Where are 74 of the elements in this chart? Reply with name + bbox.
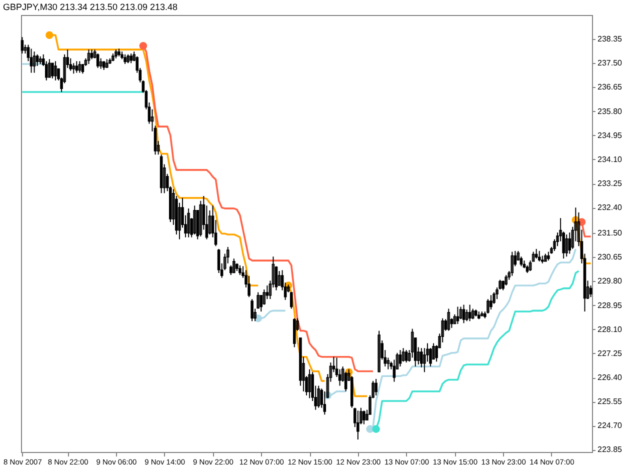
candlestick (78, 60, 82, 74)
candlestick (130, 53, 132, 64)
candlestick (510, 251, 514, 276)
point (139, 42, 148, 50)
point (46, 31, 54, 39)
y-tick-label: 236.65 (598, 82, 623, 92)
candlestick (178, 202, 181, 240)
y-tick-label: 223.85 (598, 445, 623, 454)
y-tick-label: 234.10 (598, 154, 623, 164)
candlestick (420, 348, 423, 368)
candlestick (410, 328, 414, 358)
candlestick (199, 200, 202, 237)
y-tick-label: 235.80 (598, 106, 623, 116)
candlestick (75, 60, 78, 74)
y-tick-label: 237.50 (598, 58, 623, 68)
candlestick (232, 258, 236, 274)
candlestick (544, 253, 547, 262)
candlestick (462, 304, 466, 324)
candlestick (48, 58, 51, 78)
candlestick (378, 330, 380, 373)
y-tick-label: 238.35 (598, 34, 623, 44)
candlestick (404, 350, 408, 364)
y-tick-label: 234.95 (598, 130, 623, 140)
candlestick (565, 234, 568, 258)
candlestick (54, 60, 57, 81)
y-tick-label: 228.10 (598, 324, 623, 334)
candlestick (374, 378, 378, 396)
candlestick (456, 306, 460, 324)
candlestick (32, 51, 36, 74)
candlestick (20, 36, 24, 54)
candlestick (187, 208, 190, 238)
candlestick (30, 48, 33, 74)
candlestick (278, 270, 281, 286)
candlestick (96, 53, 100, 68)
y-tick-label: 228.95 (598, 300, 623, 310)
candlestick (538, 250, 541, 262)
chart-title: GBPJPY,M30 213.34 213.50 213.09 213.48 (3, 2, 178, 12)
candlestick (486, 298, 490, 314)
candlestick (459, 306, 462, 320)
y-tick-label: 227.25 (598, 348, 623, 358)
candlestick (534, 248, 538, 260)
y-tick-label: 225.55 (598, 397, 623, 406)
candlestick (72, 62, 76, 74)
y-tick-label: 231.50 (598, 228, 623, 238)
point (372, 425, 380, 433)
candlestick (256, 292, 260, 310)
candlestick (193, 205, 196, 235)
candlestick (447, 308, 450, 332)
y-tick-label: 226.40 (598, 373, 623, 382)
candlestick (356, 410, 360, 440)
candlestick (386, 357, 390, 370)
candlestick (217, 248, 220, 274)
candlestick (468, 304, 472, 322)
candlestick (250, 298, 254, 322)
candlestick (402, 348, 405, 362)
y-tick-label: 224.70 (598, 421, 623, 430)
candlestick (90, 49, 94, 60)
candlestick (308, 368, 311, 399)
y-tick-label: 233.25 (598, 179, 623, 188)
candlestick (124, 54, 126, 64)
y-tick-label: 229.80 (598, 276, 623, 286)
candlestick (87, 49, 90, 64)
candlestick (398, 350, 402, 367)
y-tick-label: 230.65 (598, 252, 623, 262)
candlestick (99, 58, 102, 70)
candlestick (51, 62, 54, 79)
candlestick (589, 284, 592, 298)
y-tick-label: 232.40 (598, 203, 623, 212)
candlestick (317, 385, 320, 408)
candlestick (471, 308, 474, 320)
candlestick (262, 288, 266, 306)
candlestick (362, 410, 366, 425)
candlestick (490, 294, 492, 310)
candlestick (238, 264, 242, 276)
